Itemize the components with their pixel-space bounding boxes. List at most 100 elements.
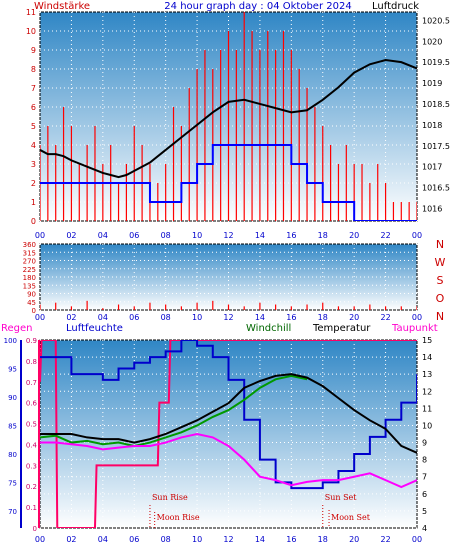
x-tick-label: 22 — [380, 231, 390, 240]
x-tick-label: 00 — [412, 535, 422, 544]
y-right-tick-label: 1020.5 — [422, 16, 450, 25]
y-right-tick-label: 1016 — [422, 204, 442, 213]
y-tick-label: 90 — [27, 291, 36, 299]
annotation-label: Moon Rise — [157, 513, 200, 522]
y-temp-tick-label: 14 — [422, 353, 432, 362]
y-tick-label: 225 — [23, 266, 36, 274]
y-tick-label: 45 — [27, 299, 36, 307]
x-tick-label: 02 — [66, 313, 76, 322]
panel-3-series — [40, 340, 417, 528]
y-regen-tick-label: 0.4 — [26, 441, 38, 449]
x-tick-label: 12 — [223, 231, 233, 240]
y-humidity-tick-label: 80 — [8, 451, 17, 459]
x-tick-label: 00 — [412, 231, 422, 240]
y-left-tick-label: 8 — [31, 65, 36, 74]
x-tick-label: 12 — [223, 313, 233, 322]
compass-letter: N — [436, 238, 444, 251]
x-tick-label: 18 — [318, 535, 328, 544]
x-tick-label: 08 — [161, 313, 171, 322]
compass-letter: O — [436, 292, 445, 305]
dewpoint-line — [40, 432, 417, 489]
x-tick-label: 20 — [349, 535, 359, 544]
x-tick-label: 22 — [380, 313, 390, 322]
pressure-line — [40, 59, 417, 179]
y-right-tick-label: 1017 — [422, 163, 442, 172]
x-tick-label: 18 — [318, 231, 328, 240]
y-temp-tick-label: 10 — [422, 421, 432, 430]
x-tick-label: 18 — [318, 313, 328, 322]
y-left-tick-label: 6 — [31, 103, 36, 112]
y-humidity-tick-label: 95 — [8, 365, 17, 373]
y-regen-tick-label: 0 — [33, 525, 37, 533]
x-tick-label: 14 — [255, 231, 265, 240]
y-humidity-tick-label: 85 — [8, 422, 17, 430]
x-tick-label: 04 — [98, 535, 108, 544]
y-temp-tick-label: 13 — [422, 370, 432, 379]
x-tick-label: 06 — [129, 535, 139, 544]
regen-line — [40, 340, 417, 528]
y-regen-tick-label: 0.9 — [26, 337, 37, 345]
y-humidity-tick-label: 70 — [8, 508, 17, 516]
y-left-tick-label: 5 — [31, 122, 36, 131]
y-regen-tick-label: 0.6 — [26, 400, 38, 408]
legend-temperatur: Temperatur — [312, 323, 371, 334]
y-temp-tick-label: 12 — [422, 387, 432, 396]
y-right-tick-label: 1017.5 — [422, 142, 450, 151]
y-right-tick-label: 1019.5 — [422, 58, 450, 67]
y-temp-tick-label: 9 — [422, 439, 427, 448]
x-tick-label: 02 — [66, 535, 76, 544]
y-right-tick-label: 1020 — [422, 37, 442, 46]
x-tick-label: 16 — [286, 313, 296, 322]
x-tick-label: 12 — [223, 535, 233, 544]
compass-letter: S — [437, 274, 444, 287]
x-tick-label: 10 — [192, 313, 202, 322]
y-left-tick-label: 9 — [31, 46, 36, 55]
y-left-tick-label: 4 — [31, 141, 36, 150]
y-left-tick-label: 11 — [26, 8, 36, 17]
annotation-label: Sun Rise — [152, 493, 188, 502]
y-humidity-tick-label: 100 — [4, 337, 17, 345]
pressure-label: Luftdruck — [372, 1, 419, 12]
y-temp-tick-label: 6 — [422, 490, 427, 499]
y-left-tick-label: 3 — [31, 160, 36, 169]
y-left-tick-label: 7 — [31, 84, 36, 93]
x-tick-label: 14 — [255, 313, 265, 322]
y-right-tick-label: 1018.5 — [422, 100, 450, 109]
humidity-line — [40, 340, 417, 490]
wind-pressure-panel: 0123456789101110161016.510171017.5101810… — [26, 1, 450, 240]
y-regen-tick-label: 0.7 — [26, 379, 37, 387]
panel-2-series — [40, 300, 417, 310]
y-tick-label: 315 — [23, 249, 36, 257]
y-tick-label: 135 — [23, 282, 36, 290]
y-left-tick-label: 10 — [26, 27, 36, 36]
x-tick-label: 06 — [129, 313, 139, 322]
x-tick-label: 06 — [129, 231, 139, 240]
panel-3-ticks: 45678910111213141570758085909510000.10.2… — [4, 336, 433, 544]
y-left-tick-label: 1 — [31, 198, 36, 207]
panel-1-ticks: 0123456789101110161016.510171017.5101810… — [26, 8, 450, 240]
sun-moon-annotations: Sun Rise Moon Rise Sun Set Moon Set — [149, 493, 371, 528]
x-tick-label: 10 — [192, 535, 202, 544]
compass-letter: W — [435, 256, 446, 269]
chart-title: 24 hour graph day : 04 Oktober 2024 — [164, 1, 351, 12]
legend-windchill: Windchill — [246, 323, 291, 334]
y-tick-label: 270 — [23, 258, 36, 266]
y-left-tick-label: 0 — [31, 217, 36, 226]
temperature-line — [40, 373, 417, 454]
y-right-tick-label: 1019 — [422, 79, 442, 88]
y-temp-tick-label: 4 — [422, 524, 427, 533]
y-temp-tick-label: 8 — [422, 456, 427, 465]
wind-strength-label: Windstärke — [34, 1, 90, 12]
x-tick-label: 02 — [66, 231, 76, 240]
x-tick-label: 00 — [412, 313, 422, 322]
y-regen-tick-label: 0.3 — [26, 462, 37, 470]
y-regen-tick-label: 0.1 — [26, 504, 37, 512]
y-regen-tick-label: 0.2 — [26, 483, 37, 491]
windchill-line — [40, 374, 308, 447]
compass-letter: N — [436, 310, 444, 323]
x-tick-label: 20 — [349, 231, 359, 240]
temperature-humidity-panel: 45678910111213141570758085909510000.10.2… — [1, 323, 438, 544]
y-right-tick-label: 1016.5 — [422, 184, 450, 193]
